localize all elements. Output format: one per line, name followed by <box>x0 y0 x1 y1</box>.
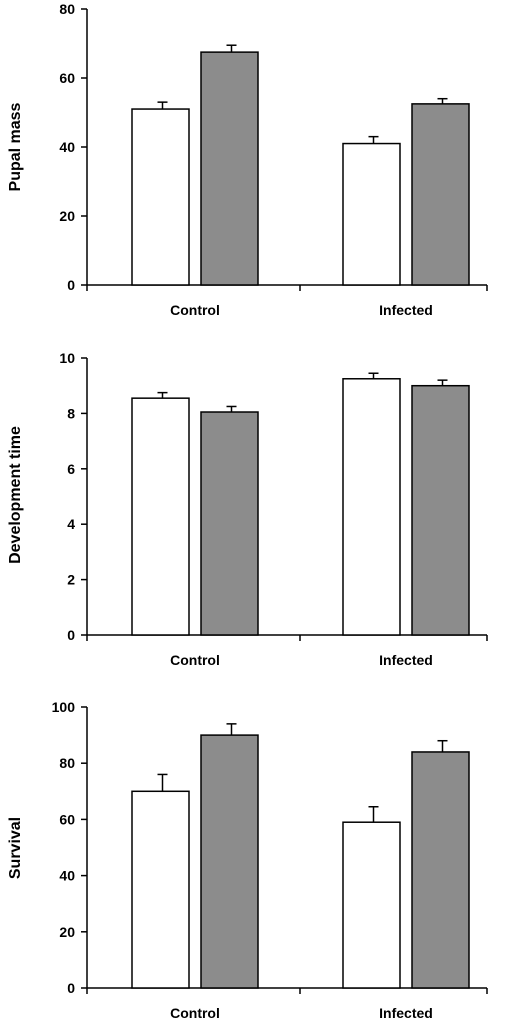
survival-panel: Survival 0 20 40 60 80 100 Control Infected <box>7 699 488 1021</box>
bar-infected-gray <box>411 103 470 286</box>
x-category-label: Control <box>170 1005 220 1021</box>
bar-control-gray <box>200 734 259 989</box>
bar-infected-gray <box>411 751 470 989</box>
y-axis-title: Survival <box>7 817 24 879</box>
y-tick-label: 80 <box>59 1 75 17</box>
y-tick-label: 20 <box>59 208 75 224</box>
x-category-label: Infected <box>379 1005 433 1021</box>
y-tick-label: 60 <box>59 70 75 86</box>
bar-infected-white <box>342 378 401 636</box>
pupal-mass-panel: Pupal mass 0 20 40 60 80 Control Infected <box>7 1 488 318</box>
y-tick-label: 8 <box>67 405 75 421</box>
bar-infected-white <box>342 142 401 286</box>
y-tick-label: 4 <box>67 516 75 532</box>
x-category-label: Control <box>170 652 220 668</box>
y-tick-label: 6 <box>67 461 75 477</box>
y-tick-label: 80 <box>59 755 75 771</box>
y-tick-label: 10 <box>59 350 75 366</box>
bar-control-white <box>131 790 190 989</box>
x-category-label: Infected <box>379 652 433 668</box>
bar-infected-gray <box>411 384 470 636</box>
y-tick-label: 0 <box>67 980 75 996</box>
y-axis-title: Development time <box>7 426 24 564</box>
y-tick-label: 100 <box>52 699 76 715</box>
bar-control-gray <box>200 51 259 286</box>
y-tick-label: 40 <box>59 868 75 884</box>
x-category-label: Control <box>170 302 220 318</box>
x-category-label: Infected <box>379 302 433 318</box>
y-tick-label: 0 <box>67 627 75 643</box>
bar-control-white <box>131 397 190 636</box>
y-tick-label: 40 <box>59 139 75 155</box>
y-tick-label: 20 <box>59 924 75 940</box>
y-tick-label: 2 <box>67 572 75 588</box>
bar-control-white <box>131 108 190 286</box>
bar-control-gray <box>200 411 259 636</box>
y-tick-label: 60 <box>59 811 75 827</box>
development-time-panel: Development time 0 2 4 6 8 10 Control Infected <box>7 350 488 668</box>
y-tick-label: 0 <box>67 277 75 293</box>
y-axis-title: Pupal mass <box>7 102 24 191</box>
bar-infected-white <box>342 821 401 989</box>
